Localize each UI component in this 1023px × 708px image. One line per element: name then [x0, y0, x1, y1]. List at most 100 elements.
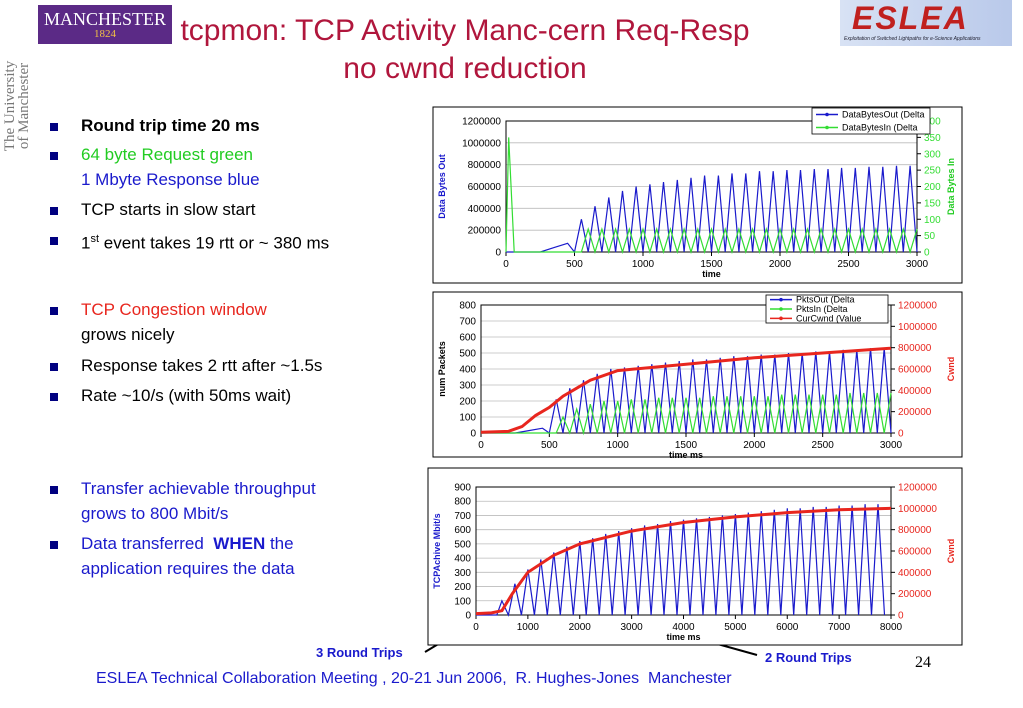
footer: ESLEA Technical Collaboration Meeting , …	[96, 670, 732, 687]
bullet-marker	[50, 393, 58, 401]
y2-tick-label: 250	[924, 166, 941, 177]
y-tick-label: 200	[459, 397, 476, 408]
chart-frame	[432, 106, 963, 284]
bullet-text: 1	[81, 233, 91, 253]
y2-tick-label: 600000	[898, 547, 932, 558]
x-tick-label: 1000	[632, 259, 655, 270]
x-axis-label: time	[702, 269, 721, 279]
x-tick-label: 500	[566, 259, 583, 270]
eslea-name: ESLEA	[852, 0, 969, 36]
bullet-marker	[50, 152, 58, 160]
eslea-logo: ESLEA Exploitation of Switched Lightpath…	[840, 0, 1012, 46]
x-tick-label: 2000	[569, 622, 592, 633]
y-tick-label: 200000	[468, 226, 502, 237]
annotation: 3 Round Trips	[316, 645, 403, 660]
chart-frame	[427, 467, 963, 646]
bullet: Round trip time 20 ms	[81, 116, 260, 135]
y2-tick-label: 800000	[898, 525, 932, 536]
y2-tick-label: 600000	[898, 365, 932, 376]
series-line	[480, 346, 892, 434]
y-tick-label: 1000000	[462, 138, 501, 149]
x-tick-label: 3000	[880, 440, 903, 451]
bullet: Data transferred WHEN the	[81, 531, 294, 556]
x-tick-label: 0	[478, 440, 484, 451]
y2-tick-label: 1000000	[898, 504, 937, 515]
bullet-marker	[50, 123, 58, 131]
manchester-logo: MANCHESTER 1824	[38, 5, 172, 44]
bullet: TCP starts in slow start	[81, 200, 256, 219]
y2-tick-label: 200	[924, 182, 941, 193]
y2-tick-label: 300	[924, 149, 941, 160]
bullet: Transfer achievable throughput	[81, 479, 316, 498]
y-tick-label: 600000	[468, 182, 502, 193]
bullet-marker	[50, 541, 58, 549]
bullet-marker	[50, 207, 58, 215]
y-tick-label: 0	[495, 248, 501, 259]
bullet: 1 Mbyte Response blue	[81, 170, 260, 189]
y2-tick-label: 350	[924, 133, 941, 144]
chart: 0 200000 400000 600000 800000 1000000 1200000 0…	[432, 106, 963, 284]
x-tick-label: 1500	[700, 259, 723, 270]
bullet-marker	[50, 363, 58, 371]
x-tick-label: 7000	[828, 622, 851, 633]
x-tick-label: 2500	[837, 259, 860, 270]
y-axis-label: TCPAchive Mbit/s	[432, 513, 442, 588]
y2-tick-label: 0	[898, 611, 904, 622]
x-tick-label: 0	[473, 622, 479, 633]
page-number: 24	[915, 654, 931, 671]
x-tick-label: 3000	[906, 259, 929, 270]
y-tick-label: 300	[459, 381, 476, 392]
y-tick-label: 800	[454, 497, 471, 508]
y-tick-label: 800000	[468, 160, 502, 171]
bullet: 1st event takes 19 rtt or ~ 380 ms	[81, 227, 329, 256]
y-tick-label: 500	[454, 539, 471, 550]
x-tick-label: 6000	[776, 622, 799, 633]
x-tick-label: 5000	[724, 622, 747, 633]
y-tick-label: 0	[470, 429, 476, 440]
x-tick-label: 3000	[621, 622, 644, 633]
bullet-marker	[50, 237, 58, 245]
bullet: TCP Congestion window	[81, 300, 267, 319]
title-line: tcpmon: TCP Activity Manc-cern Req-Resp	[180, 14, 750, 47]
y2-tick-label: 0	[924, 248, 930, 259]
eslea-tagline: Exploitation of Switched Lightpaths for …	[844, 36, 981, 42]
y-tick-label: 700	[459, 317, 476, 328]
y2-tick-label: 50	[924, 231, 936, 242]
x-tick-label: 500	[541, 440, 558, 451]
x-axis-label: time ms	[669, 450, 703, 460]
y-tick-label: 800	[459, 301, 476, 312]
x-axis-label: time ms	[666, 632, 700, 642]
bullet-text: the	[265, 534, 294, 553]
y2-tick-label: 150	[924, 198, 941, 209]
y-tick-label: 400	[454, 554, 471, 565]
legend-marker	[825, 125, 829, 130]
x-tick-label: 1500	[675, 440, 698, 451]
bullet: application requires the data	[81, 559, 295, 578]
bullet-marker	[50, 307, 58, 315]
chart: 0 100 200 300 400 500 600 700 800 0 200000 400000 60…	[432, 291, 963, 460]
y2-tick-label: 1000000	[898, 322, 937, 333]
y2-tick-label: 200000	[898, 589, 932, 600]
y2-axis-label: Cwnd	[946, 539, 956, 564]
superscript: st	[90, 233, 100, 245]
legend-label: PktsOut (Delta	[796, 295, 855, 305]
slide-title: tcpmon: TCP Activity Manc-cern Req-Resp …	[170, 12, 760, 88]
y2-tick-label: 800000	[898, 343, 932, 354]
bullet: Response takes 2 rtt after ~1.5s	[81, 356, 323, 375]
y-tick-label: 300	[454, 568, 471, 579]
bullet: grows nicely	[81, 325, 175, 344]
series-line	[476, 504, 886, 617]
y2-tick-label: 400	[924, 117, 941, 128]
bullet: Rate ~10/s (with 50ms wait)	[81, 386, 292, 405]
y-tick-label: 400000	[468, 204, 502, 215]
y-tick-label: 1200000	[462, 117, 501, 128]
y-tick-label: 100	[454, 596, 471, 607]
series-line	[505, 137, 918, 255]
y2-tick-label: 100	[924, 215, 941, 226]
x-tick-label: 2000	[769, 259, 792, 270]
series-line	[481, 392, 892, 436]
y2-axis-label: Data Bytes In	[946, 158, 956, 215]
logo-name: MANCHESTER	[43, 9, 166, 29]
